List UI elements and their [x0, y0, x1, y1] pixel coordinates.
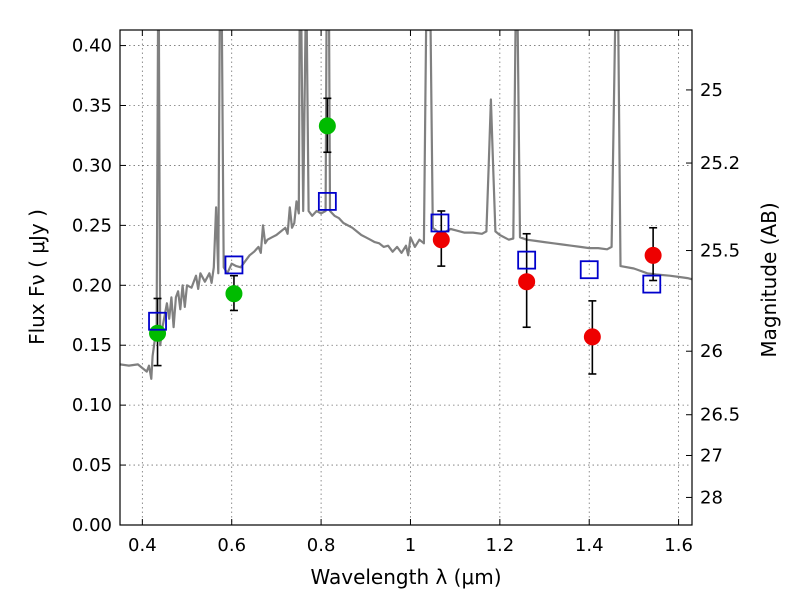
right-tick-label: 25 — [700, 80, 723, 101]
red-data-point — [518, 273, 536, 291]
red-data-point — [583, 328, 601, 346]
model-square — [430, 213, 450, 233]
x-tick-label: 1.4 — [575, 535, 604, 556]
green-data-point — [318, 117, 336, 135]
red-data-point — [644, 246, 662, 264]
spectrum-series — [120, 30, 692, 380]
grid — [120, 30, 692, 526]
green-data-point — [225, 285, 243, 303]
green-data-point — [149, 324, 167, 342]
y-tick-label: 0.20 — [72, 275, 112, 296]
y-tick-label: 0.15 — [72, 335, 112, 356]
y-axis-label: Flux Fν ( μJy ) — [25, 209, 49, 345]
y-tick-label: 0.05 — [72, 455, 112, 476]
y-tick-label: 0.30 — [72, 155, 112, 176]
model-square — [148, 311, 167, 331]
x-tick-label: 0.4 — [128, 535, 157, 556]
right-tick-label: 25.5 — [700, 241, 740, 262]
model-square — [224, 255, 244, 275]
right-tick-label: 27 — [700, 445, 723, 466]
red-data-point — [432, 231, 450, 249]
x-axis-label: Wavelength λ (μm) — [310, 565, 501, 589]
model-square — [579, 260, 599, 280]
x-tick-label: 0.6 — [217, 535, 246, 556]
x-tick-label: 1.2 — [486, 535, 515, 556]
right-tick-label: 26.5 — [700, 405, 740, 426]
errorbar-layer — [153, 97, 658, 375]
spectrum-line — [120, 30, 692, 380]
y-tick-label: 0.10 — [72, 395, 112, 416]
x-tick-label: 0.8 — [307, 535, 336, 556]
right-tick-label: 26 — [700, 341, 723, 362]
y-tick-label: 0.35 — [72, 96, 112, 117]
right-tick-label: 25.2 — [700, 153, 740, 174]
plot-frame — [119, 29, 693, 526]
points-layer — [148, 117, 662, 346]
y-tick-label: 0.40 — [72, 36, 112, 57]
model-square — [642, 274, 662, 294]
y-axis-right-label: Magnitude (AB) — [757, 202, 781, 357]
tick-labels: 0.4 0.6 0.8 1 1.2 1.4 1.6 0.00 0.05 0.10 0.15 0.20 0… — [72, 36, 740, 556]
model-square — [517, 250, 537, 270]
right-tick-label: 28 — [700, 487, 723, 508]
y-tick-label: 0.00 — [72, 515, 112, 536]
y-tick-label: 0.25 — [72, 215, 112, 236]
model-square — [317, 191, 337, 211]
x-tick-label: 1 — [405, 535, 416, 556]
x-tick-label: 1.6 — [664, 535, 693, 556]
ticks-layer — [120, 30, 692, 526]
